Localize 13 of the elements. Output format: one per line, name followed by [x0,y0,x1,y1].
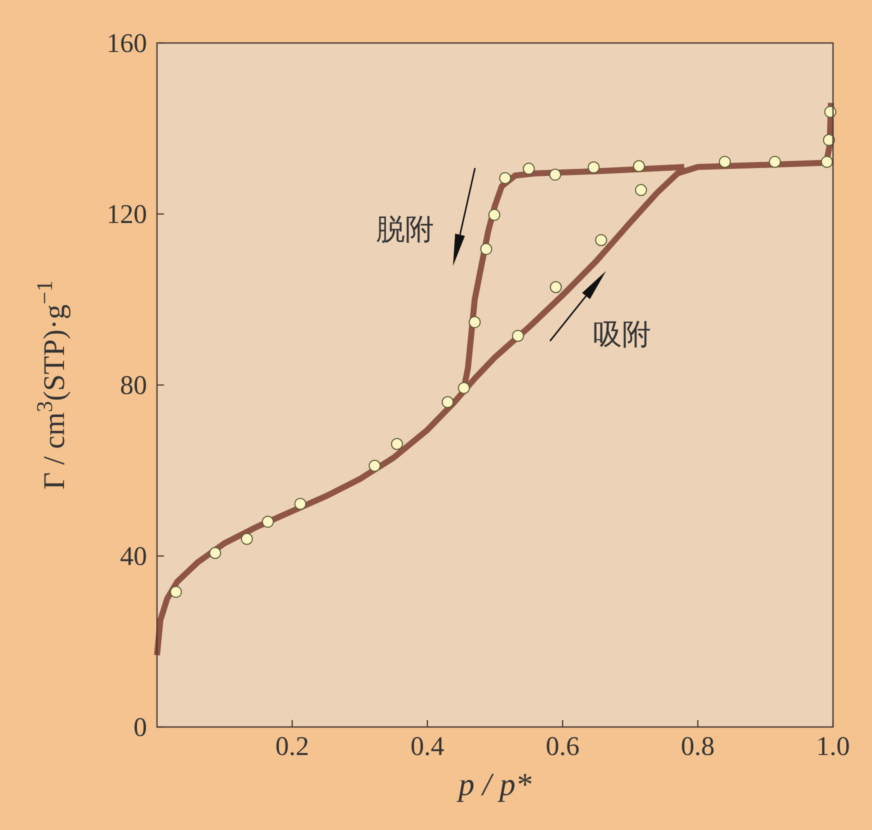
x-tick-label: 0.4 [410,731,445,761]
annotation: 脱附 [376,212,434,246]
x-tick-label: 0.8 [680,731,715,761]
y-tick-label: 80 [120,370,147,400]
y-tick-label: 40 [120,541,147,571]
x-tick-label: 0.6 [546,731,580,761]
annotation: 吸附 [593,317,651,351]
y-tick-label: 0 [134,712,147,742]
y-tick-label: 120 [106,199,147,229]
x-axis-title: p / p* [456,766,532,802]
x-tick-label: 0.2 [275,731,310,761]
y-tick-label: 160 [106,28,147,58]
x-tick-label: 1.0 [816,731,850,761]
